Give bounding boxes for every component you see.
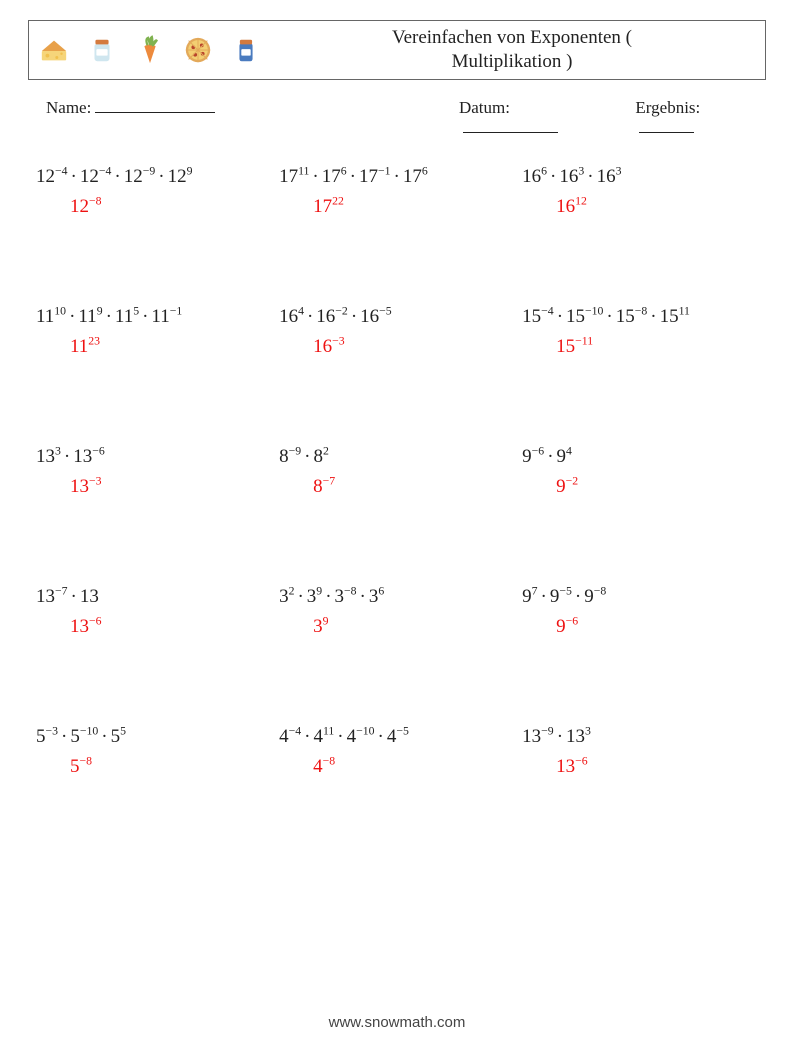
problem-answer: 1612 <box>522 196 747 218</box>
problem-answer: 13−6 <box>36 616 261 638</box>
problem-answer: 13−6 <box>522 756 747 778</box>
problem-answer: 8−7 <box>279 476 504 498</box>
problem-expression: 1110·119·115·11−1 <box>36 306 261 328</box>
problem-expression: 13−7·13 <box>36 586 261 608</box>
result-label: Ergebnis: <box>635 98 700 117</box>
problem-answer: 16−3 <box>279 336 504 358</box>
problem-cell: 8−9·82 8−7 <box>279 446 522 498</box>
worksheet-title: Vereinfachen von Exponenten ( Multiplika… <box>279 26 765 74</box>
problem-grid: 12−4·12−4·12−9·12912−81711·176·17−1·1761… <box>36 166 766 778</box>
problem-cell: 164·16−2·16−5 16−3 <box>279 306 522 358</box>
header-icons <box>29 35 279 65</box>
jam-icon <box>231 35 261 65</box>
result-blank <box>639 118 694 133</box>
problem-expression: 164·16−2·16−5 <box>279 306 504 328</box>
problem-cell: 4−4·411·4−10·4−5 4−8 <box>279 726 522 778</box>
problem-cell: 166·163·163 1612 <box>522 166 765 218</box>
problem-expression: 133·13−6 <box>36 446 261 468</box>
meta-row: Name: Datum: Ergebnis: <box>46 98 758 138</box>
problem-cell: 133·13−6 13−3 <box>36 446 279 498</box>
problem-expression: 32·39·3−8·36 <box>279 586 504 608</box>
problem-expression: 4−4·411·4−10·4−5 <box>279 726 504 748</box>
problem-row: 133·13−6 13−3 8−9·82 8−7 9−6·94 9−2 <box>36 446 766 498</box>
pizza-icon <box>183 35 213 65</box>
cheese-icon <box>39 35 69 65</box>
problem-cell: 32·39·3−8·36 39 <box>279 586 522 638</box>
problem-answer: 9−6 <box>522 616 747 638</box>
title-line1: Vereinfachen von Exponenten ( <box>392 27 632 48</box>
problem-answer: 1722 <box>279 196 504 218</box>
problem-row: 1110·119·115·11−1 1123 164·16−2·16−5 16−3 15… <box>36 306 766 358</box>
problem-expression: 13−9·133 <box>522 726 747 748</box>
problem-row: 5−3·5−10·55 5−8 4−4·411·4−10·4−5 4−8 13−9·13… <box>36 726 766 778</box>
problem-answer: 9−2 <box>522 476 747 498</box>
problem-expression: 1711·176·17−1·176 <box>279 166 504 188</box>
problem-cell: 1711·176·17−1·176 1722 <box>279 166 522 218</box>
problem-answer: 15−11 <box>522 336 747 358</box>
problem-cell: 97·9−5·9−8 9−6 <box>522 586 765 638</box>
title-line2: Multiplikation ) <box>452 51 573 72</box>
problem-cell: 15−4·15−10·15−8·1511 15−11 <box>522 306 765 358</box>
carrot-icon <box>135 35 165 65</box>
problem-answer: 12−8 <box>36 196 261 218</box>
problem-answer: 4−8 <box>279 756 504 778</box>
name-blank <box>95 98 215 113</box>
header-box: Vereinfachen von Exponenten ( Multiplika… <box>28 20 766 80</box>
problem-cell: 12−4·12−4·12−9·129 12−8 <box>36 166 279 218</box>
problem-expression: 8−9·82 <box>279 446 504 468</box>
problem-expression: 97·9−5·9−8 <box>522 586 747 608</box>
problem-cell: 1110·119·115·11−1 1123 <box>36 306 279 358</box>
date-label: Datum: <box>459 98 510 117</box>
name-label: Name: <box>46 98 91 117</box>
date-blank <box>463 118 558 133</box>
problem-cell: 13−9·133 13−6 <box>522 726 765 778</box>
footer-url: www.snowmath.com <box>0 1014 794 1031</box>
problem-answer: 39 <box>279 616 504 638</box>
problem-row: 12−4·12−4·12−9·12912−81711·176·17−1·1761… <box>36 166 766 218</box>
problem-row: 13−7·13 13−6 32·39·3−8·36 39 97·9−5·9−8 9−6 <box>36 586 766 638</box>
problem-expression: 12−4·12−4·12−9·129 <box>36 166 261 188</box>
problem-expression: 5−3·5−10·55 <box>36 726 261 748</box>
jar-icon <box>87 35 117 65</box>
problem-answer: 5−8 <box>36 756 261 778</box>
problem-expression: 166·163·163 <box>522 166 747 188</box>
problem-expression: 15−4·15−10·15−8·1511 <box>522 306 747 328</box>
problem-cell: 5−3·5−10·55 5−8 <box>36 726 279 778</box>
problem-answer: 1123 <box>36 336 261 358</box>
problem-answer: 13−3 <box>36 476 261 498</box>
problem-cell: 13−7·13 13−6 <box>36 586 279 638</box>
problem-cell: 9−6·94 9−2 <box>522 446 765 498</box>
problem-expression: 9−6·94 <box>522 446 747 468</box>
